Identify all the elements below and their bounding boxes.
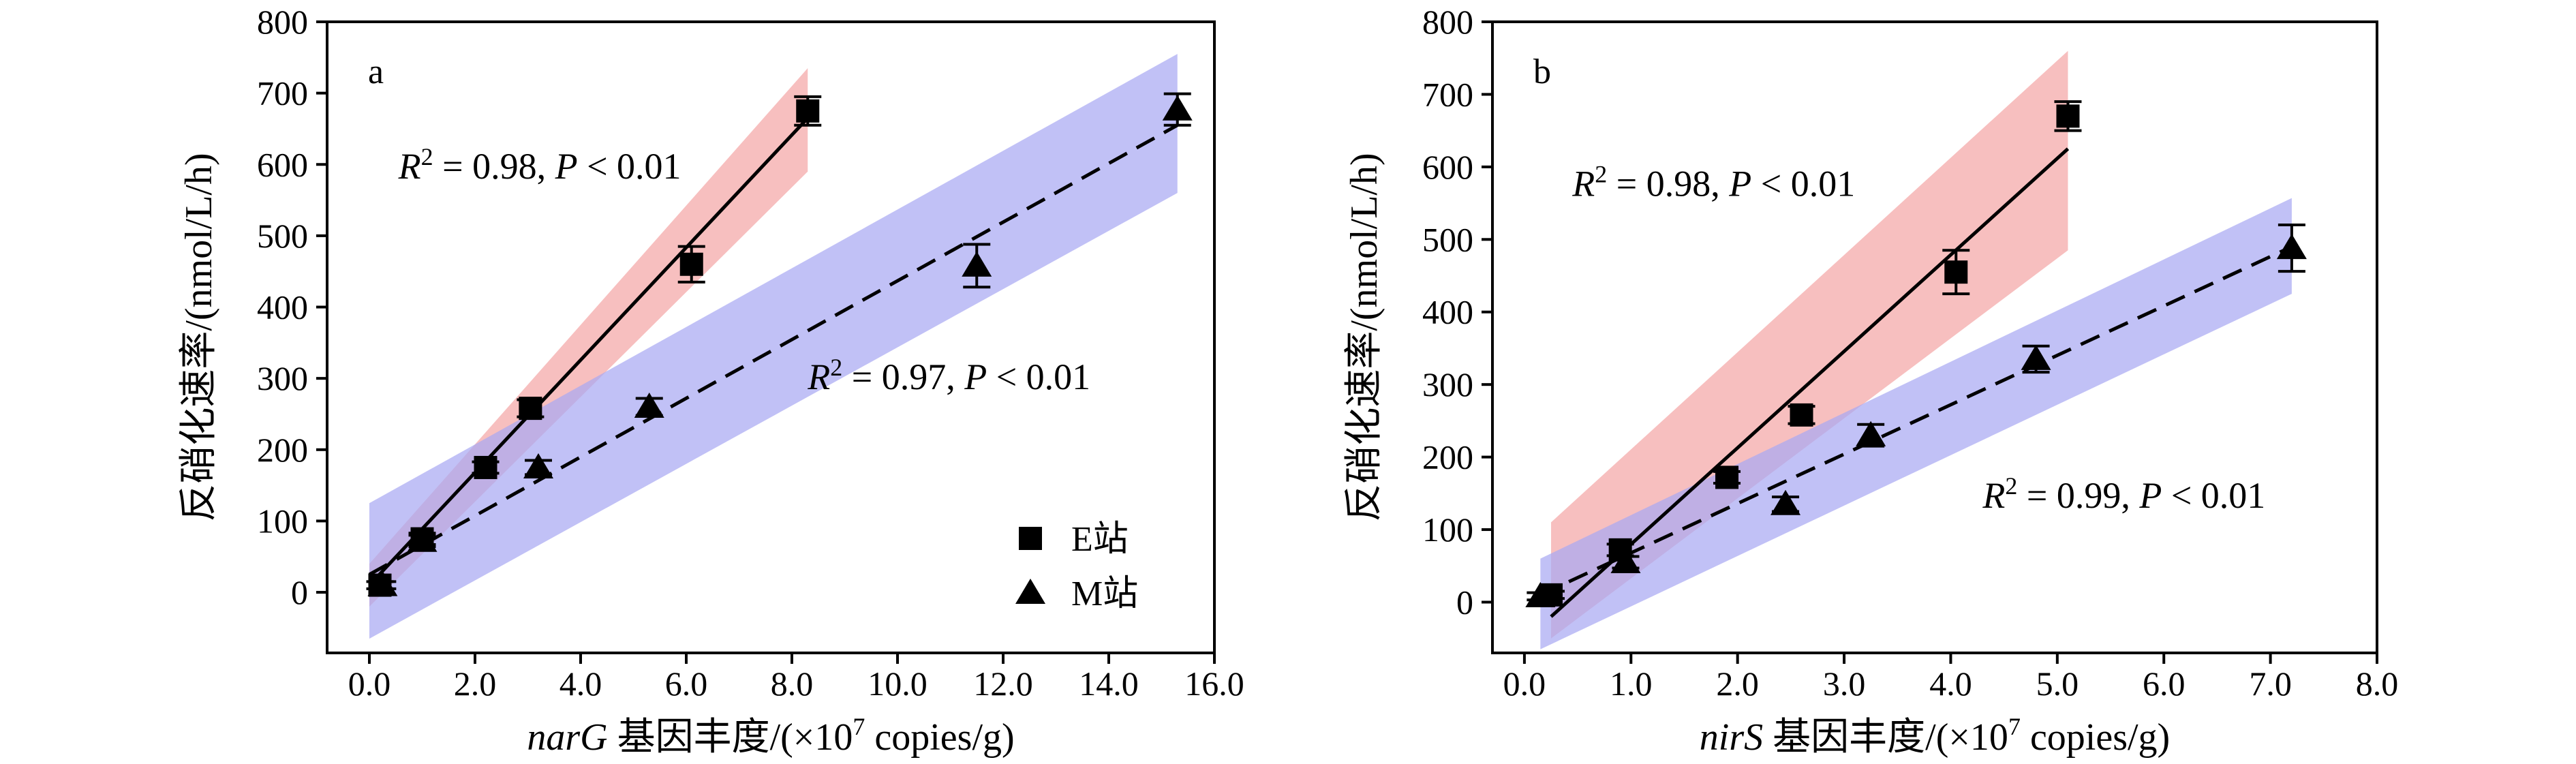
y-tick-label-2: 200 [257, 431, 308, 469]
y-tick-label-5: 500 [1422, 220, 1473, 258]
data-point-e-3 [519, 397, 542, 421]
x-tick-label-1: 1.0 [1610, 664, 1653, 703]
panel-label: b [1533, 52, 1551, 91]
y-axis-title: 反硝化速率/(nmol/L/h) [178, 153, 220, 521]
y-tick-label-2: 200 [1422, 438, 1473, 476]
y-tick-label-3: 300 [257, 359, 308, 397]
x-axis-title: nirS 基因丰度/(×107 copies/g) [1700, 713, 2170, 759]
x-tick-label-3: 6.0 [665, 664, 708, 703]
data-point-e-3 [1790, 403, 1813, 427]
legend-label-e: E站 [1071, 520, 1129, 559]
x-tick-label-7: 7.0 [2249, 664, 2292, 703]
data-point-m-4 [962, 251, 992, 277]
chart-panel-a: 0.0 2.0 4.0 6.0 8.0 10.0 12.0 14.0 16.0 0 100 200 30… [178, 3, 1244, 759]
legend-label-m: M站 [1071, 575, 1138, 613]
x-tick-label-1: 2.0 [454, 664, 497, 703]
data-point-m-2 [1770, 489, 1801, 515]
y-tick-label-4: 400 [257, 288, 308, 326]
data-point-m-3 [1856, 421, 1886, 446]
y-tick-label-8: 800 [257, 3, 308, 41]
legend-marker-m [1015, 579, 1045, 604]
y-tick-label-4: 400 [1422, 293, 1473, 331]
fit-annotation-m: R2 = 0.97, P < 0.01 [807, 354, 1090, 397]
x-tick-label-2: 2.0 [1716, 664, 1759, 703]
y-tick-label-3: 300 [1422, 365, 1473, 403]
legend-marker-e [1019, 527, 1042, 550]
fit-line-m [368, 123, 1178, 577]
data-point-m-1 [407, 526, 438, 552]
y-tick-label-0: 0 [1456, 583, 1473, 621]
data-point-e-4 [679, 252, 703, 276]
data-point-e-2 [474, 455, 497, 479]
data-point-m-3 [634, 393, 664, 418]
y-tick-label-8: 800 [1422, 3, 1473, 41]
data-point-m-1 [1610, 547, 1641, 573]
x-tick-label-7: 14.0 [1079, 664, 1139, 703]
data-point-e-2 [1715, 465, 1739, 489]
data-point-m-2 [523, 453, 553, 478]
fit-annotation-e: R2 = 0.98, P < 0.01 [398, 143, 681, 187]
chart-panel-b: 0.0 1.0 2.0 3.0 4.0 5.0 6.0 7.0 8.0 0 100 200 300 400… [1343, 3, 2398, 759]
y-tick-label-6: 600 [257, 145, 308, 183]
x-tick-label-0: 0.0 [348, 664, 391, 703]
x-tick-label-4: 8.0 [771, 664, 814, 703]
fit-annotation-m: R2 = 0.99, P < 0.01 [1982, 472, 2265, 516]
plot-frame [326, 20, 1216, 654]
fit-line-e [1550, 147, 2070, 618]
plot-frame [1491, 20, 2378, 654]
fit-line-e [368, 117, 810, 587]
confidence-bands [1540, 50, 2292, 650]
panel-label: a [368, 52, 384, 91]
y-tick-label-6: 600 [1422, 148, 1473, 186]
x-tick-label-5: 10.0 [868, 664, 927, 703]
x-tick-label-2: 4.0 [559, 664, 602, 703]
y-tick-label-1: 100 [1422, 510, 1473, 549]
confidence-band-m [1540, 198, 2292, 650]
data-point-m-4 [2021, 344, 2051, 370]
x-tick-label-6: 12.0 [973, 664, 1033, 703]
y-tick-label-7: 700 [1422, 75, 1473, 113]
confidence-band-m [369, 54, 1178, 639]
data-point-m-5 [1162, 95, 1193, 121]
x-axis-title: narG 基因丰度/(×107 copies/g) [527, 713, 1014, 759]
x-tick-label-0: 0.0 [1503, 664, 1546, 703]
y-tick-label-0: 0 [291, 573, 308, 611]
x-tick-label-5: 5.0 [2036, 664, 2079, 703]
data-point-m-0 [367, 570, 398, 596]
data-point-m-0 [1525, 581, 1556, 607]
fit-line-m [1539, 245, 2293, 597]
data-point-e-4 [1944, 260, 1968, 284]
x-tick-label-4: 4.0 [1929, 664, 1972, 703]
confidence-bands [369, 54, 1178, 639]
legend: E站 M站 [1015, 520, 1138, 613]
x-tick-label-8: 16.0 [1184, 664, 1244, 703]
y-tick-label-1: 100 [257, 502, 308, 540]
data-point-e-5 [796, 99, 820, 123]
y-tick-label-5: 500 [257, 217, 308, 255]
y-tick-label-7: 700 [257, 74, 308, 112]
x-tick-label-6: 6.0 [2143, 664, 2186, 703]
data-point-e-5 [2056, 104, 2080, 128]
fit-annotation-e: R2 = 0.98, P < 0.01 [1571, 160, 1855, 204]
data-point-m-5 [2276, 234, 2307, 260]
y-axis-title: 反硝化速率/(nmol/L/h) [1343, 153, 1385, 521]
x-tick-label-8: 8.0 [2356, 664, 2399, 703]
x-tick-label-3: 3.0 [1823, 664, 1866, 703]
